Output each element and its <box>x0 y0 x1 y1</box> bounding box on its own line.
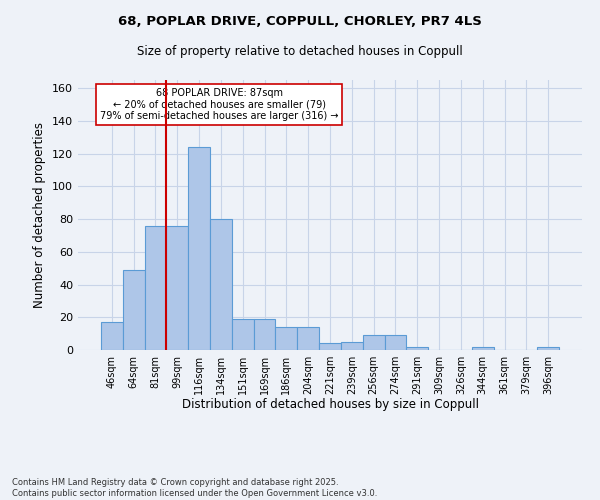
X-axis label: Distribution of detached houses by size in Coppull: Distribution of detached houses by size … <box>182 398 479 411</box>
Bar <box>232 319 254 350</box>
Bar <box>166 226 188 350</box>
Bar <box>297 327 319 350</box>
Bar <box>319 344 341 350</box>
Bar <box>254 319 275 350</box>
Bar <box>101 322 123 350</box>
Bar <box>472 346 494 350</box>
Bar <box>123 270 145 350</box>
Text: Size of property relative to detached houses in Coppull: Size of property relative to detached ho… <box>137 45 463 58</box>
Bar <box>341 342 363 350</box>
Text: 68, POPLAR DRIVE, COPPULL, CHORLEY, PR7 4LS: 68, POPLAR DRIVE, COPPULL, CHORLEY, PR7 … <box>118 15 482 28</box>
Bar <box>385 336 406 350</box>
Text: 68 POPLAR DRIVE: 87sqm
← 20% of detached houses are smaller (79)
79% of semi-det: 68 POPLAR DRIVE: 87sqm ← 20% of detached… <box>100 88 338 122</box>
Bar <box>537 346 559 350</box>
Bar <box>188 147 210 350</box>
Bar <box>363 336 385 350</box>
Bar <box>210 219 232 350</box>
Bar <box>145 226 166 350</box>
Y-axis label: Number of detached properties: Number of detached properties <box>34 122 46 308</box>
Text: Contains HM Land Registry data © Crown copyright and database right 2025.
Contai: Contains HM Land Registry data © Crown c… <box>12 478 377 498</box>
Bar <box>275 327 297 350</box>
Bar <box>406 346 428 350</box>
